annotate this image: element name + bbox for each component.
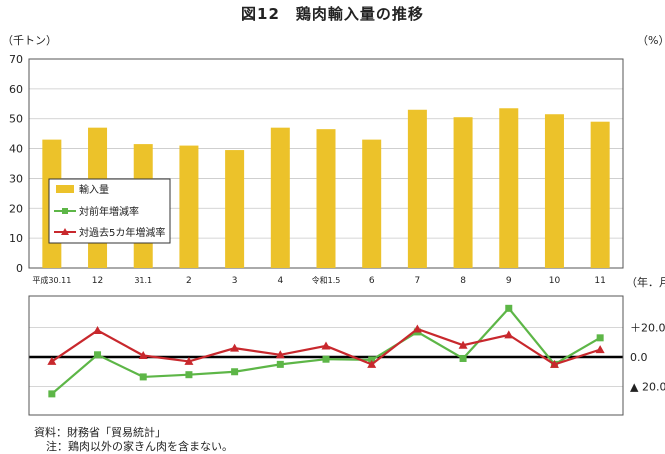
legend-five-year-marker (61, 228, 69, 235)
import-bar (270, 127, 290, 269)
five-year-marker (275, 350, 285, 359)
import-bar (590, 121, 610, 268)
import-bar (407, 109, 427, 268)
import-bar (362, 139, 382, 268)
x-tick-label: 6 (369, 276, 375, 286)
right-tick-label: ＋20.0 (630, 322, 665, 335)
y-tick-label: 60 (9, 83, 23, 96)
source-note: 資料：財務省「貿易統計」 (34, 426, 166, 439)
right-tick-label: ▲ 20.0 (630, 381, 665, 394)
import-bar (544, 114, 564, 268)
x-tick-label: 10 (549, 276, 561, 286)
x-tick-label: 3 (232, 276, 238, 286)
rate-lines (47, 304, 605, 398)
x-tick-label: 12 (92, 276, 103, 286)
yoy-marker (459, 354, 467, 362)
left-axis-unit: （千トン） (2, 34, 57, 47)
five-year-marker (367, 359, 377, 368)
x-axis-unit: （年．月） (626, 275, 665, 289)
x-tick-label: 令和1.5 (312, 275, 341, 285)
y-tick-label: 50 (9, 113, 23, 126)
x-tick-label: 7 (415, 276, 421, 286)
x-tick-label: 9 (506, 276, 512, 286)
five-year-marker (138, 351, 148, 360)
y-tick-label: 40 (9, 143, 23, 156)
y-tick-label: 20 (9, 202, 23, 215)
yoy-marker (185, 371, 193, 379)
chart-title: 図12 鶏肉輸入量の推移 (241, 5, 424, 23)
lower-plot-frame (28, 295, 624, 416)
five-year-marker (595, 345, 605, 354)
legend-label: 輸入量 (79, 183, 109, 196)
footnote: 注：鶏肉以外の家きん肉を含まない。 (46, 440, 233, 453)
five-year-marker (321, 341, 331, 350)
five-year-marker (549, 359, 559, 368)
five-year-marker (504, 330, 514, 339)
import-bar (179, 145, 199, 268)
right-axis-unit: （%） (637, 34, 665, 47)
y-tick-label: 0 (16, 262, 23, 275)
five-year-marker (184, 356, 194, 365)
legend-label: 対過去5カ年増減率 (79, 226, 165, 239)
five-year-marker (458, 340, 468, 349)
y-tick-label: 10 (9, 232, 23, 245)
import-bar (499, 108, 519, 268)
y-tick-label: 70 (9, 53, 23, 66)
yoy-marker (505, 304, 513, 312)
import-bar (316, 129, 336, 268)
legend-yoy-marker (62, 208, 68, 214)
x-tick-label: 2 (186, 276, 192, 286)
import-bar (225, 150, 245, 268)
yoy-marker (276, 360, 284, 368)
x-tick-label: 11 (594, 276, 605, 286)
five-year-marker (412, 324, 422, 333)
five-year-marker (93, 325, 103, 334)
import-bar (453, 117, 473, 268)
right-tick-label: 0.0 (630, 351, 648, 364)
x-tick-label: 8 (460, 276, 466, 286)
y-tick-label: 30 (9, 172, 23, 185)
x-tick-label: 31.1 (134, 276, 152, 285)
x-tick-label: 4 (277, 276, 283, 286)
legend-bar-swatch (56, 185, 74, 193)
five-year-marker (47, 356, 57, 365)
yoy-marker (139, 373, 147, 381)
yoy-marker (48, 390, 56, 398)
five-year-marker (230, 343, 240, 352)
yoy-marker (322, 355, 330, 363)
yoy-marker (231, 368, 239, 376)
x-tick-label: 平成30.11 (32, 275, 71, 285)
yoy-marker (94, 351, 102, 359)
yoy-marker (596, 334, 604, 342)
legend-label: 対前年増減率 (79, 205, 139, 218)
